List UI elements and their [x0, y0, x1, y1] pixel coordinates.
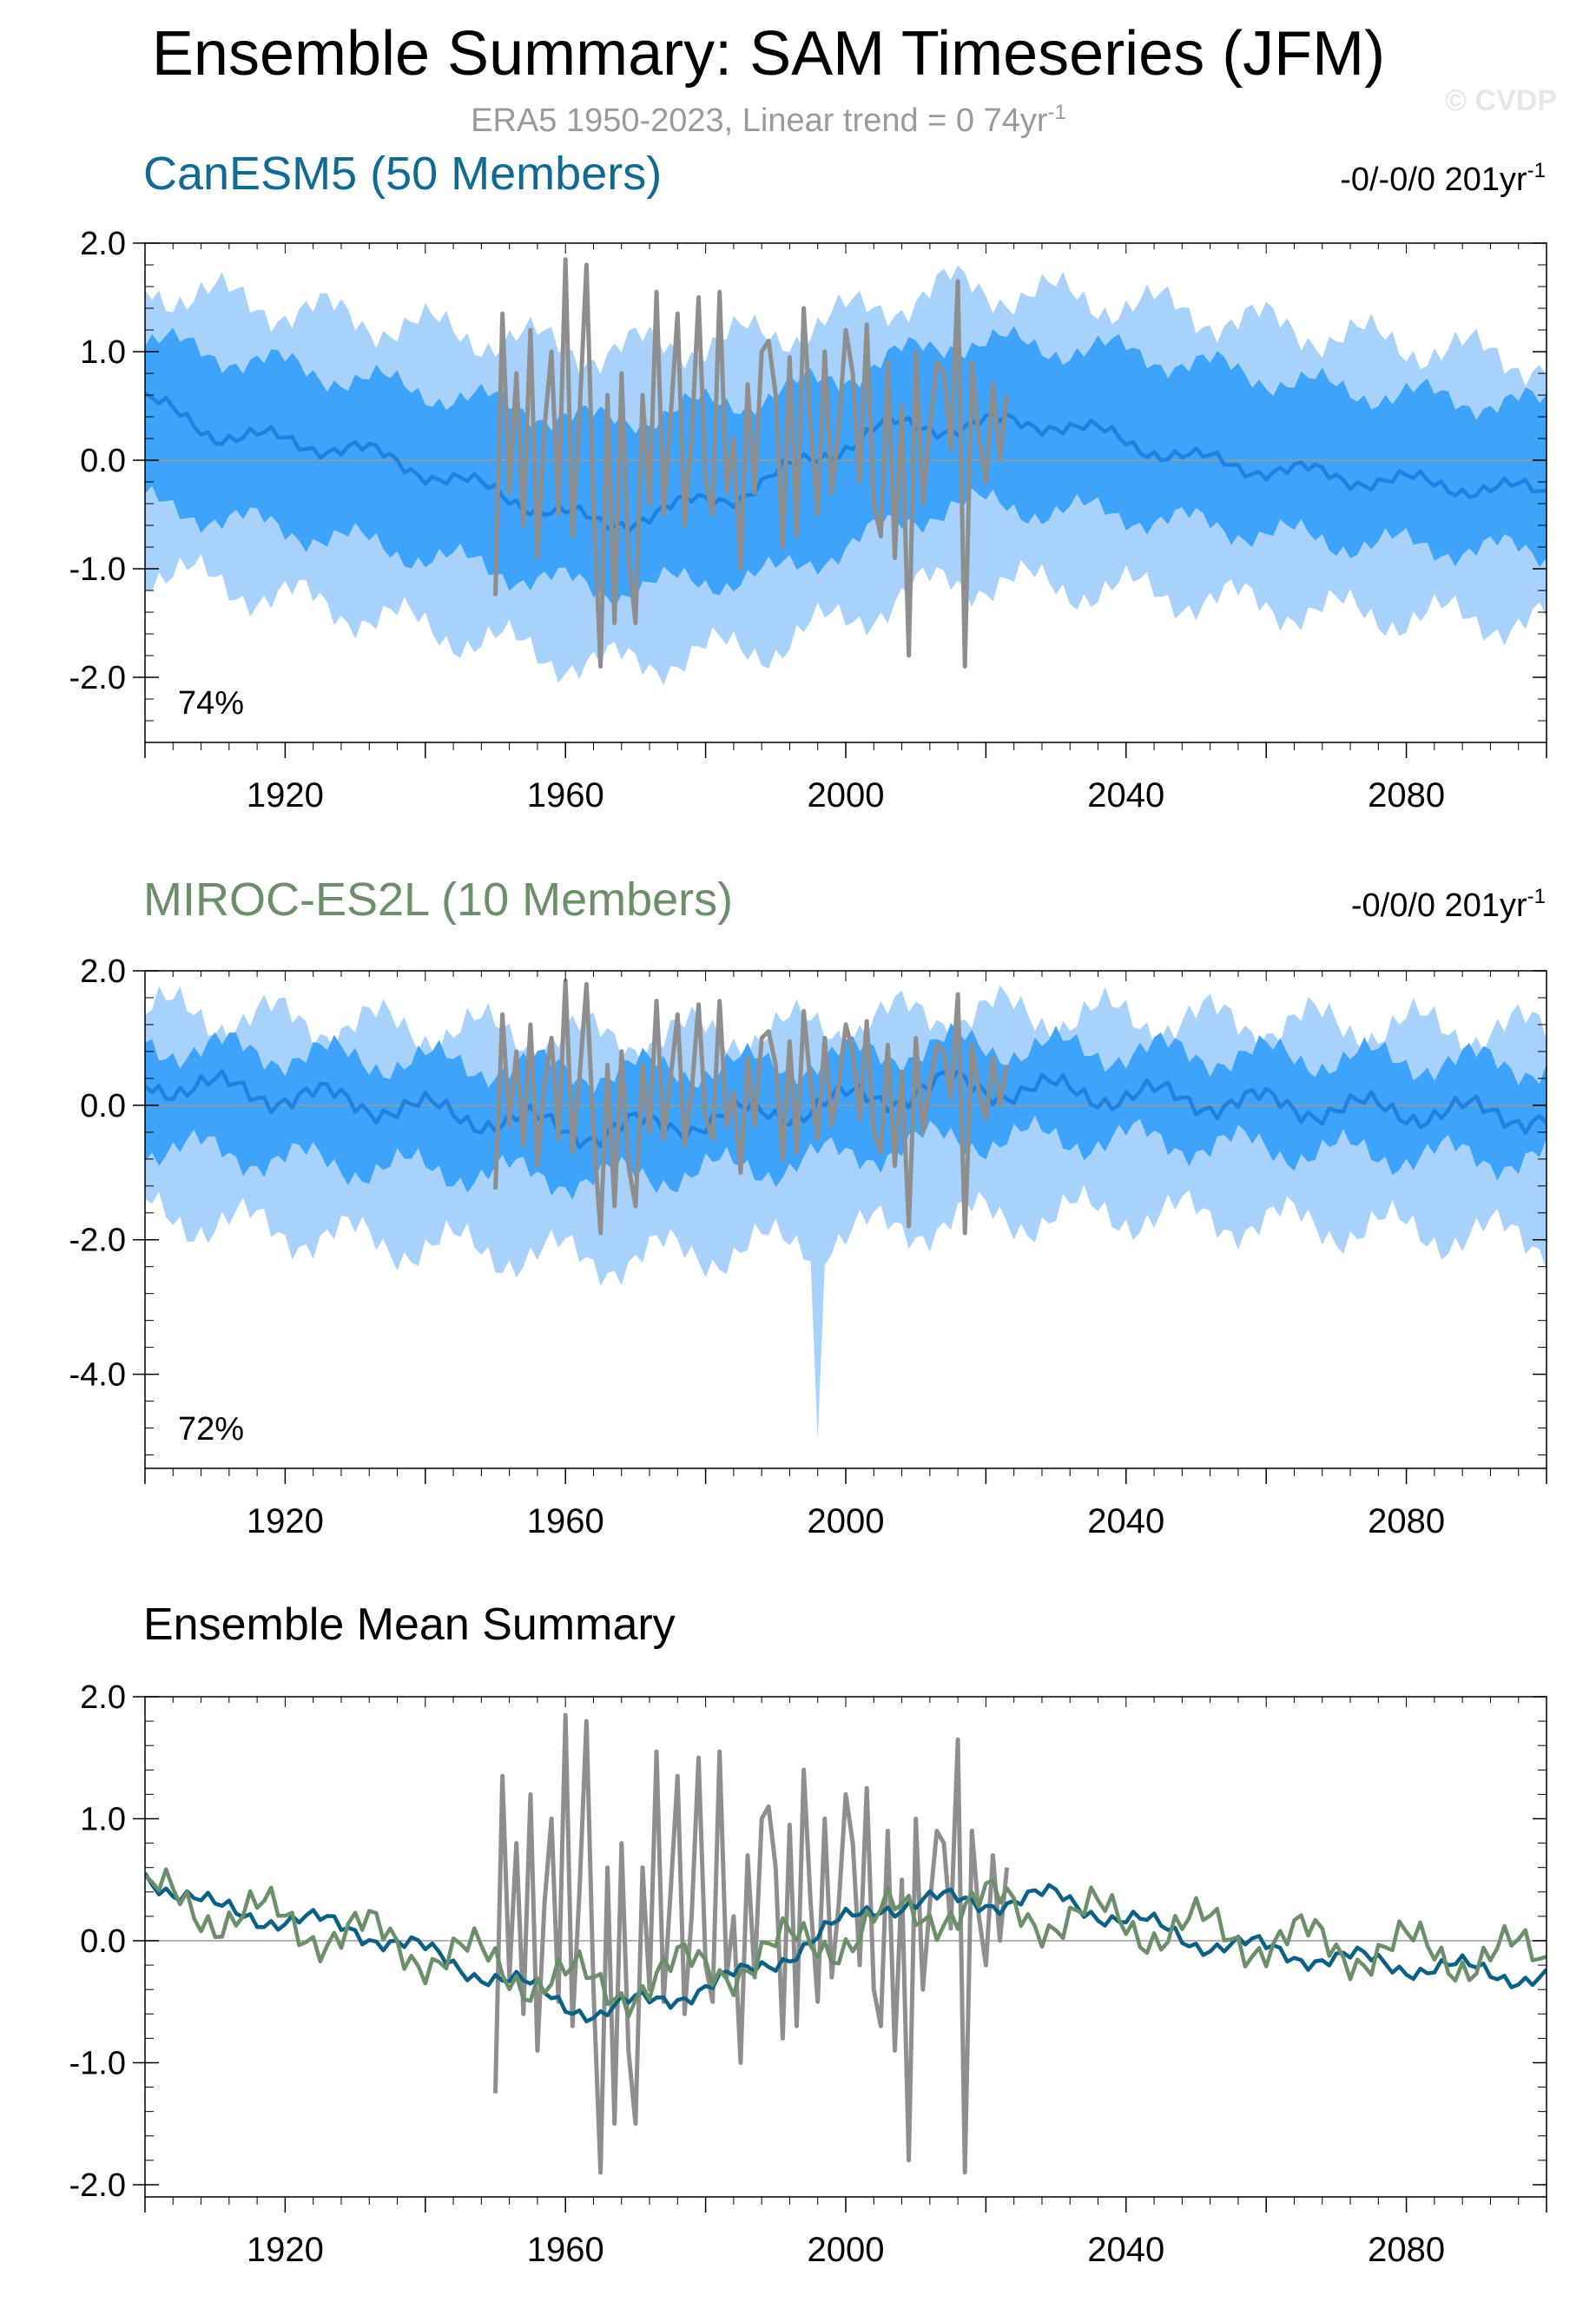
panel-miroc-es2l: MIROC-ES2L (10 Members) -0/0/0 201yr-1 2… [69, 874, 1547, 1540]
percent-label-miroc-es2l: 72% [178, 1411, 244, 1448]
trend-text-miroc-es2l: -0/0/0 201yr [1351, 887, 1527, 924]
trend-label-miroc-es2l: -0/0/0 201yr-1 [1351, 885, 1546, 924]
x-tick-label: 2000 [808, 2231, 885, 2269]
y-tick-label: 1.0 [80, 334, 126, 371]
x-tick-label: 1960 [527, 776, 604, 815]
y-tick-label: 0.0 [80, 1923, 126, 1960]
trend-label-canesm5: -0/-0/0 201yr-1 [1340, 159, 1546, 198]
miroc-es2l-mean-line [145, 1867, 1547, 2019]
canesm5-mean-line [145, 1871, 1547, 2024]
y-tick-label: -2.0 [69, 1223, 126, 1259]
trend-sup-miroc-es2l: -1 [1527, 885, 1546, 908]
y-tick-label: 2.0 [80, 1679, 126, 1716]
panel-title-canesm5: CanESM5 (50 Members) [143, 148, 662, 200]
era5-line [493, 979, 1010, 1236]
x-tick-label: 1960 [527, 2231, 604, 2269]
y-tick-label: 2.0 [80, 226, 126, 262]
percent-label-canesm5: 74% [178, 685, 244, 722]
x-tick-label: 2000 [808, 1502, 885, 1540]
y-tick-label: 0.0 [80, 443, 126, 479]
plot-area [145, 1712, 1547, 2175]
x-tick-label: 1920 [247, 2231, 324, 2269]
plot-area [145, 979, 1547, 1441]
y-tick-label: -4.0 [69, 1357, 126, 1394]
x-tick-label: 1920 [247, 776, 324, 815]
x-tick-label: 1920 [247, 1502, 324, 1540]
x-tick-label: 2080 [1368, 2231, 1445, 2269]
x-tick-label: 1960 [527, 1502, 604, 1540]
y-tick-label: -2.0 [69, 2167, 126, 2204]
panel-title-ensemble-mean: Ensemble Mean Summary [143, 1599, 676, 1650]
subtitle-superscript: -1 [1048, 101, 1066, 124]
x-tick-label: 2040 [1087, 776, 1164, 815]
panel-ensemble-mean-summary: Ensemble Mean Summary 2.0 1.0 0.0 -1.0 -2.0 1… [69, 1599, 1547, 2269]
x-tick-label: 2040 [1087, 2231, 1164, 2269]
subtitle-text: ERA5 1950-2023, Linear trend = 0 74yr [471, 102, 1048, 139]
x-tick-label: 2080 [1368, 1502, 1445, 1540]
watermark: © CVDP [1445, 84, 1557, 117]
ensemble-mean-line [145, 1069, 1547, 1150]
y-tick-label: -1.0 [69, 551, 126, 588]
panel-title-miroc-es2l: MIROC-ES2L (10 Members) [143, 874, 733, 926]
ensemble-mean-line [145, 391, 1547, 534]
x-tick-label: 2080 [1368, 776, 1445, 815]
figure-subtitle: ERA5 1950-2023, Linear trend = 0 74yr-1 [471, 101, 1066, 139]
trend-sup-canesm5: -1 [1527, 159, 1546, 182]
x-tick-label: 2040 [1087, 1502, 1164, 1540]
y-tick-label: -1.0 [69, 2045, 126, 2081]
y-tick-label: 2.0 [80, 953, 126, 990]
era5-line [493, 1712, 1010, 2175]
era5-line [493, 257, 1010, 669]
x-tick-label: 2000 [808, 776, 885, 815]
panel-canesm5: CanESM5 (50 Members) -0/-0/0 201yr-1 2.0… [69, 148, 1547, 815]
y-tick-label: 0.0 [80, 1088, 126, 1125]
plot-area [145, 257, 1547, 686]
figure-title: Ensemble Summary: SAM Timeseries (JFM) [152, 19, 1385, 89]
trend-text-canesm5: -0/-0/0 201yr [1340, 162, 1527, 198]
y-tick-label: 1.0 [80, 1801, 126, 1837]
y-tick-label: -2.0 [69, 660, 126, 696]
